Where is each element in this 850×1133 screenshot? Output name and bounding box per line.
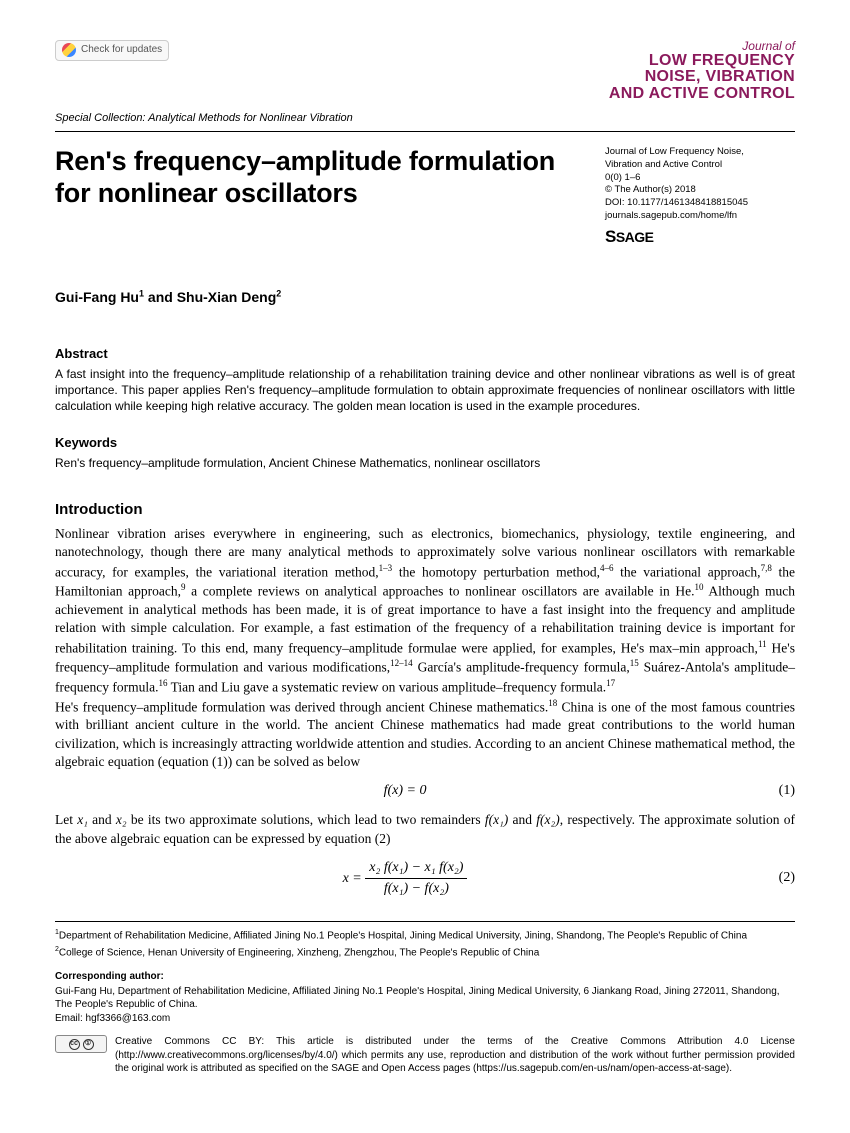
journal-brand: Journal of LOW FREQUENCY NOISE, VIBRATIO… (609, 40, 795, 103)
corresponding-email: Email: hgf3366@163.com (55, 1012, 795, 1026)
affiliation-1: 1Department of Rehabilitation Medicine, … (55, 928, 795, 943)
footnote-rule (55, 921, 795, 922)
top-bar: Check for updates Journal of LOW FREQUEN… (55, 40, 795, 103)
eq1-expr: f(x) = 0 (55, 781, 755, 801)
author-2-aff: 2 (276, 288, 281, 298)
meta-doi: DOI: 10.1177/1461348418815045 (605, 197, 795, 210)
meta-journal2: Vibration and Active Control (605, 159, 795, 172)
let-text: Let x₁ and x₂ be its two approximate sol… (55, 811, 795, 847)
check-updates-label: Check for updates (81, 43, 162, 58)
intro-para-1: Nonlinear vibration arises everywhere in… (55, 525, 795, 696)
corresponding-heading: Corresponding author: (55, 970, 795, 984)
cc-text: Creative Commons CC BY: This article is … (115, 1035, 795, 1076)
abstract-text: A fast insight into the frequency–amplit… (55, 366, 795, 415)
meta-url: journals.sagepub.com/home/lfn (605, 210, 795, 223)
keywords-text: Ren's frequency–amplitude formulation, A… (55, 455, 795, 471)
corresponding-text: Gui-Fang Hu, Department of Rehabilitatio… (55, 985, 795, 1012)
meta-issue: 0(0) 1–6 (605, 172, 795, 185)
collection-label: Special Collection: Analytical Methods f… (55, 111, 795, 127)
authors-and: and (144, 289, 177, 305)
footnotes: 1Department of Rehabilitation Medicine, … (55, 928, 795, 1075)
article-meta: Journal of Low Frequency Noise, Vibratio… (605, 146, 795, 249)
journal-of: Journal of (609, 40, 795, 53)
crossmark-icon (62, 43, 76, 57)
author-1: Gui-Fang Hu (55, 289, 139, 305)
equation-1: f(x) = 0 (1) (55, 781, 795, 801)
meta-copyright: © The Author(s) 2018 (605, 184, 795, 197)
equation-2: x = x₂ f(x₁) − x₁ f(x₂)f(x₁) − f(x₂) (2) (55, 858, 795, 900)
cc-license: cc ① Creative Commons CC BY: This articl… (55, 1035, 795, 1076)
authors: Gui-Fang Hu1 and Shu-Xian Deng2 (55, 287, 795, 307)
intro-para-2: He's frequency–amplitude formulation was… (55, 697, 795, 771)
journal-line3: AND ACTIVE CONTROL (609, 86, 795, 103)
journal-line2: NOISE, VIBRATION (609, 69, 795, 86)
top-rule (55, 131, 795, 132)
introduction-heading: Introduction (55, 499, 795, 521)
journal-line1: LOW FREQUENCY (609, 53, 795, 70)
check-updates-button[interactable]: Check for updates (55, 40, 169, 61)
sage-logo: SSAGE (605, 226, 795, 249)
meta-journal: Journal of Low Frequency Noise, (605, 146, 795, 159)
author-2: Shu-Xian Deng (177, 289, 277, 305)
eq2-num: (2) (755, 868, 795, 888)
keywords-block: Keywords Ren's frequency–amplitude formu… (55, 434, 795, 471)
cc-badge-icon: cc ① (55, 1035, 107, 1053)
article-title: Ren's frequency–amplitude formulation fo… (55, 146, 585, 210)
eq1-num: (1) (755, 781, 795, 801)
affiliation-2: 2College of Science, Henan University of… (55, 945, 795, 960)
keywords-heading: Keywords (55, 434, 795, 453)
title-row: Ren's frequency–amplitude formulation fo… (55, 146, 795, 249)
eq2-expr: x = x₂ f(x₁) − x₁ f(x₂)f(x₁) − f(x₂) (55, 858, 755, 900)
abstract-heading: Abstract (55, 345, 795, 364)
